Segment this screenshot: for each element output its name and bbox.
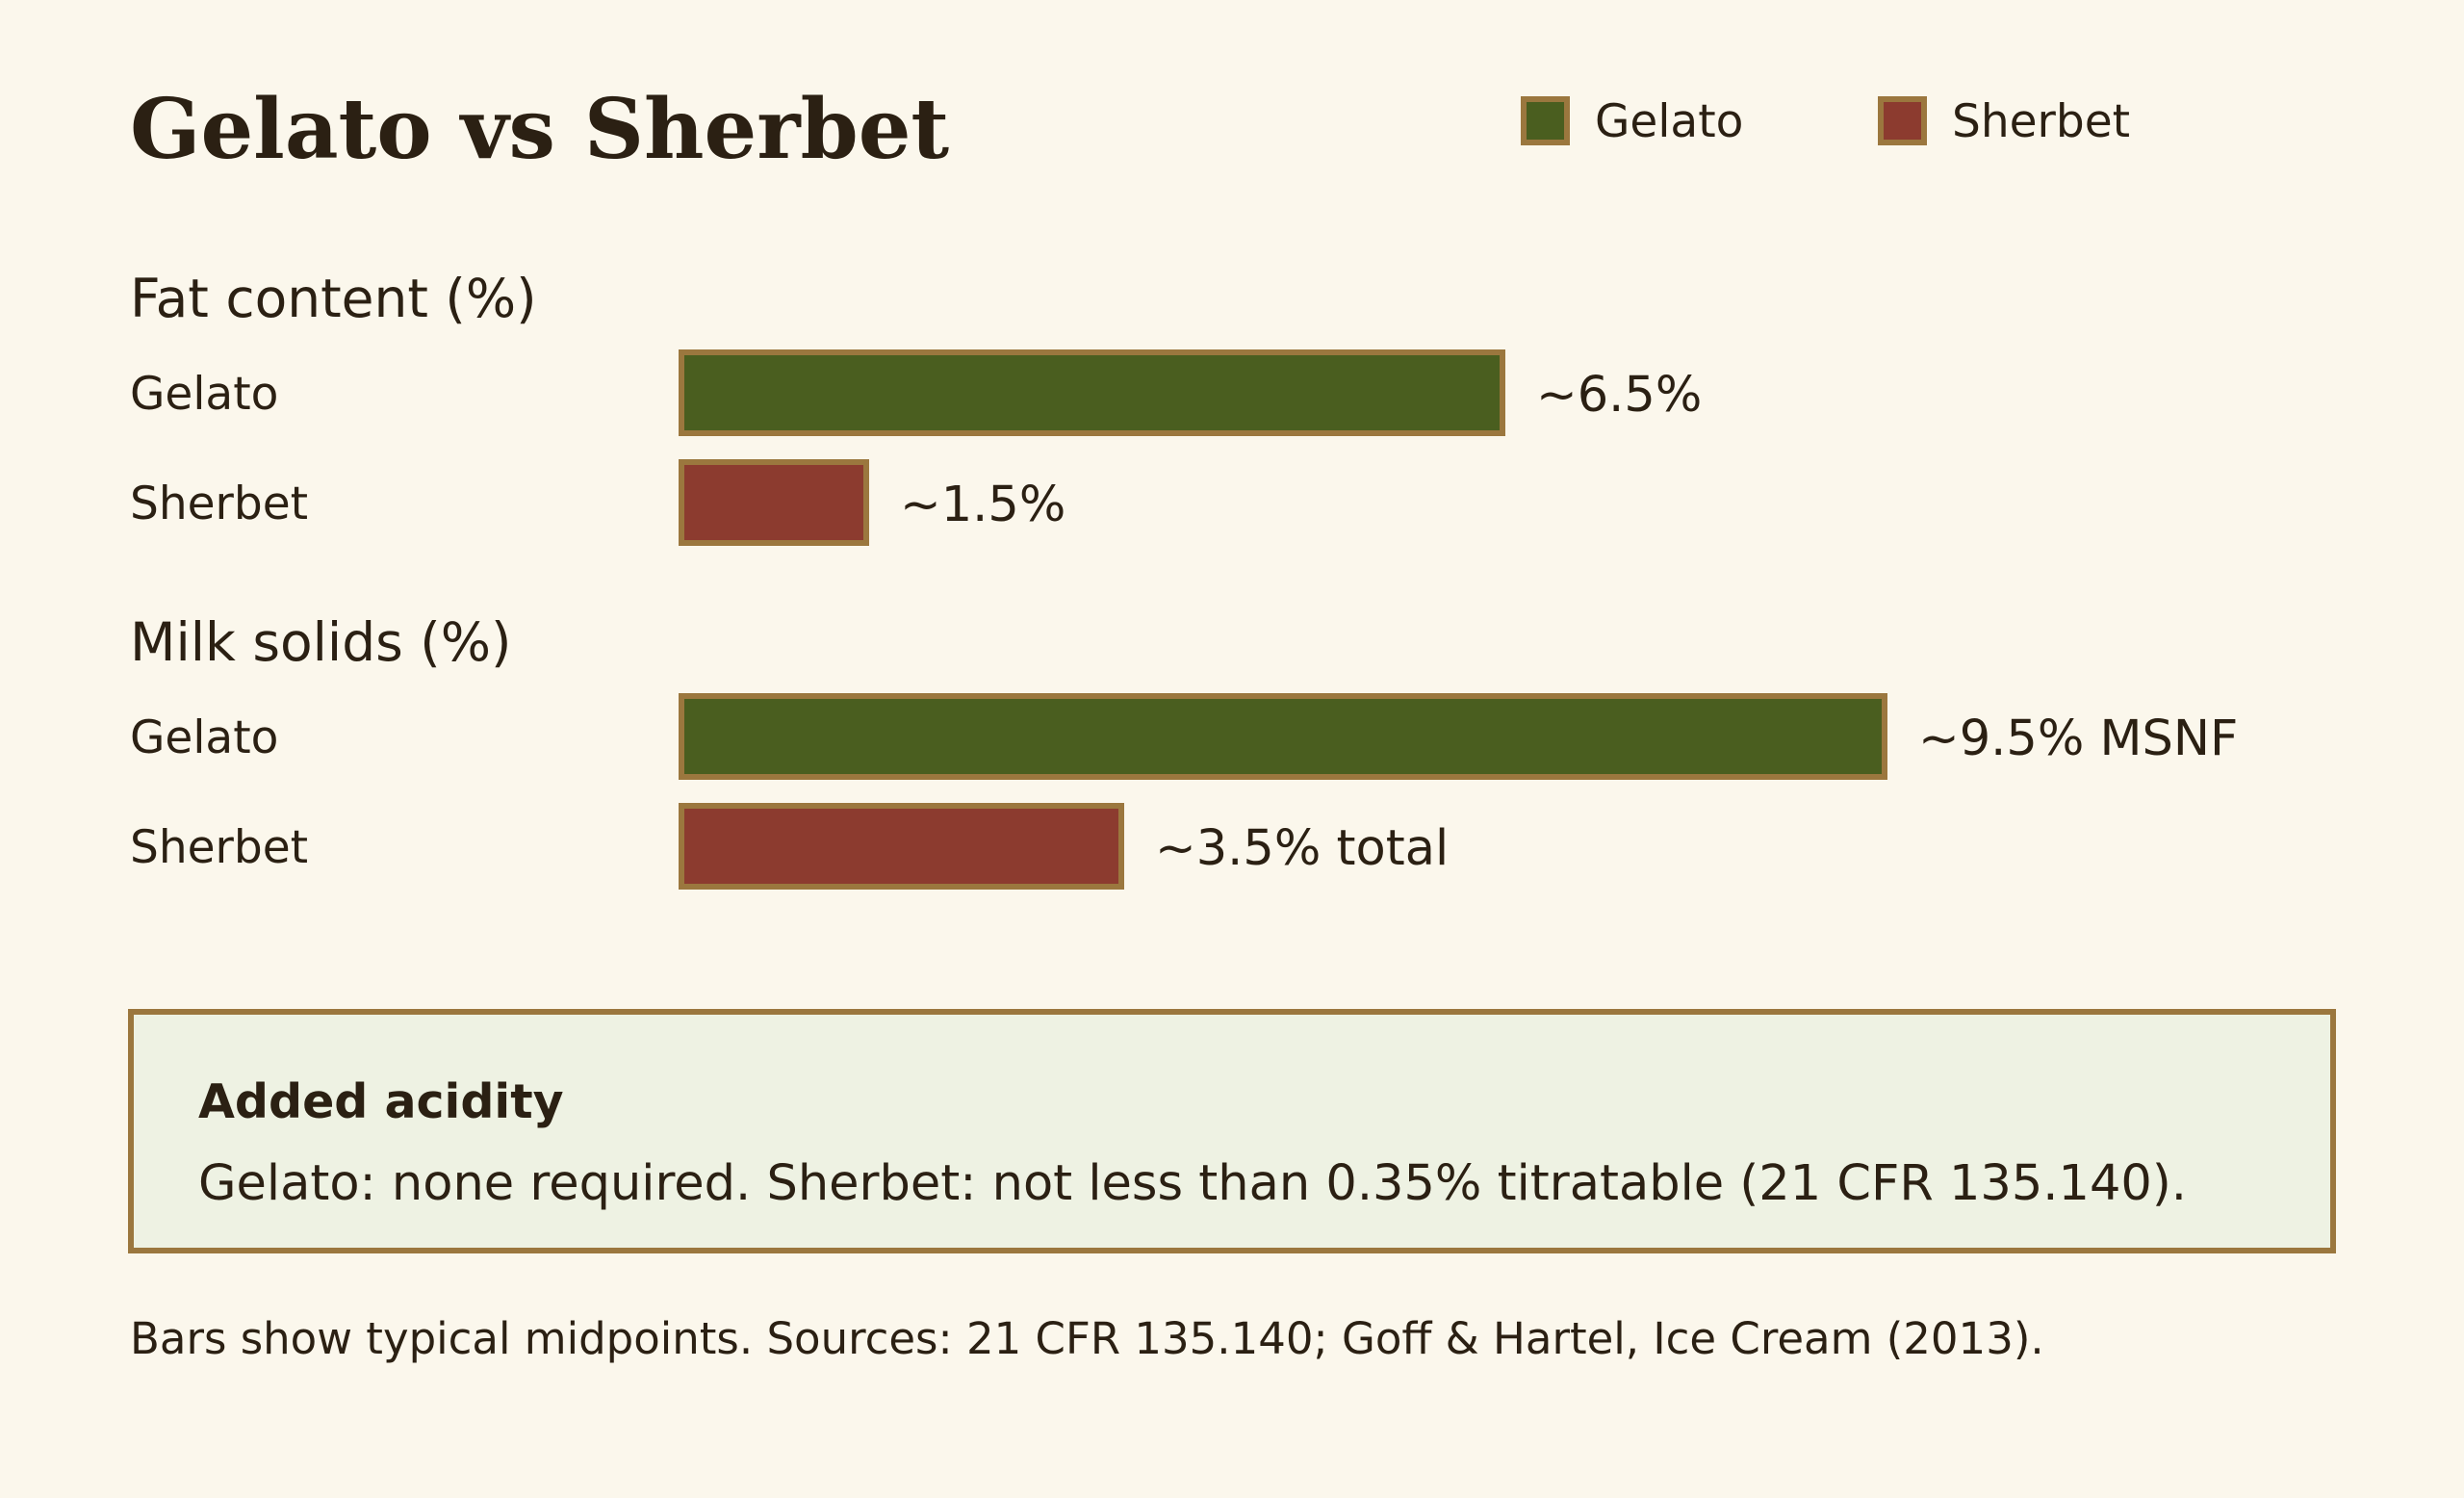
note-box: Added acidity Gelato: none required. She… xyxy=(128,1009,2336,1253)
group-title-milk-solids: Milk solids (%) xyxy=(130,611,512,673)
bar-2-sherbet xyxy=(679,803,1124,890)
chart-title: Gelato vs Sherbet xyxy=(130,81,950,178)
note-text: Gelato: none required. Sherbet: not less… xyxy=(198,1155,2187,1212)
legend-label-gelato: Gelato xyxy=(1595,95,1744,148)
bar-value-label-1-sherbet: ~1.5% xyxy=(900,477,1066,533)
bar-value-label-2-sherbet: ~3.5% total xyxy=(1155,820,1450,877)
bar-value-label-1-gelato: ~6.5% xyxy=(1536,367,1703,424)
legend-swatch-sherbet xyxy=(1878,96,1927,145)
row-label-1-sherbet: Sherbet xyxy=(130,478,309,530)
bar-1-gelato xyxy=(679,349,1505,436)
note-heading: Added acidity xyxy=(198,1074,564,1129)
bar-1-sherbet xyxy=(679,459,869,546)
row-label-2-sherbet: Sherbet xyxy=(130,821,309,874)
bar-value-label-2-gelato: ~9.5% MSNF xyxy=(1918,710,2239,767)
group-title-fat-content: Fat content (%) xyxy=(130,268,537,329)
legend-label-sherbet: Sherbet xyxy=(1952,95,2131,148)
row-label-2-gelato: Gelato xyxy=(130,711,279,764)
bar-2-gelato xyxy=(679,693,1887,780)
legend-swatch-gelato xyxy=(1521,96,1570,145)
footnote: Bars show typical midpoints. Sources: 21… xyxy=(130,1313,2044,1364)
row-label-1-gelato: Gelato xyxy=(130,368,279,421)
